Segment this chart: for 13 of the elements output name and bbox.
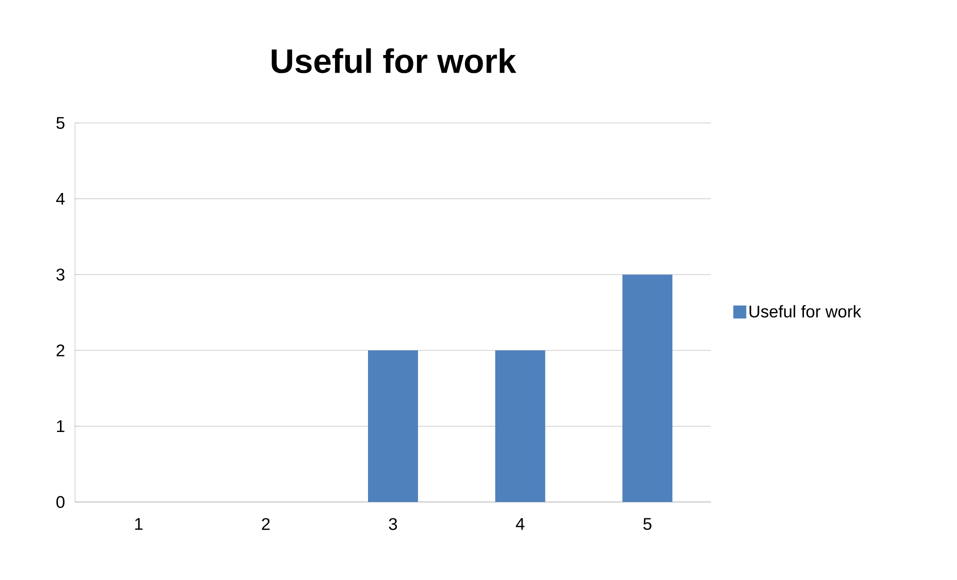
y-tick-label: 2 (56, 344, 64, 356)
y-tick-label: 3 (56, 268, 64, 281)
x-tick-label: 3 (388, 518, 397, 530)
legend-label: Useful for work (750, 305, 862, 318)
x-tick-label: 5 (643, 518, 652, 530)
y-tick-label: 0 (56, 496, 65, 508)
y-tick-label: 4 (56, 192, 65, 205)
y-tick-label: 5 (56, 117, 64, 129)
y-tick-label: 1 (57, 420, 64, 432)
x-tick-label: 4 (516, 518, 524, 530)
x-tick-label: 1 (135, 518, 142, 530)
x-tick-label: 2 (262, 518, 270, 530)
chart-title: Useful for work (272, 48, 516, 74)
